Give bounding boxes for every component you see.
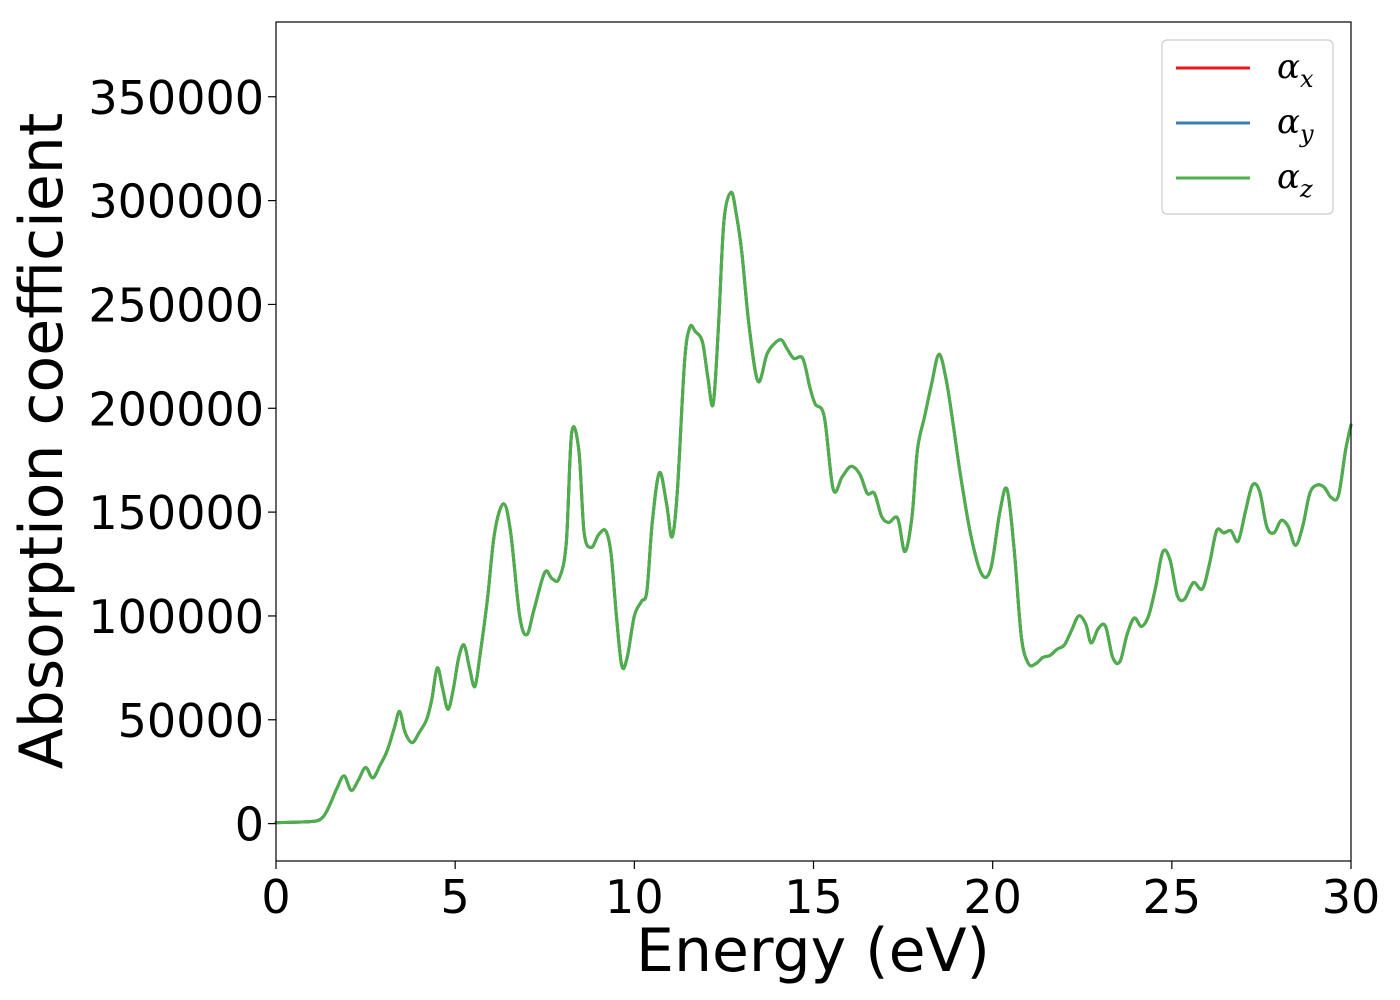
legend-box	[1161, 39, 1334, 215]
y-tick-label: 100000	[88, 590, 264, 644]
x-axis-ticks: 0 5 10 15 20 25 30	[261, 861, 1380, 924]
y-tick-label: 50000	[118, 694, 264, 748]
x-tick-label: 10	[605, 870, 664, 924]
y-tick-label: 300000	[88, 175, 264, 229]
x-axis-label: Energy (eV)	[636, 916, 990, 986]
y-axis-ticks: 0 50000 100000 150000 200000 250000 300000 3500…	[88, 71, 276, 852]
x-tick-label: 5	[441, 870, 470, 924]
y-tick-label: 250000	[88, 278, 264, 332]
x-tick-label: 0	[261, 870, 290, 924]
x-tick-label: 25	[1143, 870, 1202, 924]
y-tick-label: 200000	[88, 382, 264, 436]
y-tick-label: 350000	[88, 71, 264, 125]
y-tick-label: 150000	[88, 486, 264, 540]
x-tick-label: 15	[784, 870, 843, 924]
y-axis-label: Absorption coefficient	[7, 113, 77, 770]
x-tick-label: 20	[963, 870, 1022, 924]
series-lines	[274, 190, 1353, 825]
y-tick-label: 0	[235, 798, 264, 852]
x-tick-label: 30	[1322, 870, 1381, 924]
series-line-z	[274, 190, 1353, 825]
legend-label-z: αz	[1277, 157, 1313, 203]
